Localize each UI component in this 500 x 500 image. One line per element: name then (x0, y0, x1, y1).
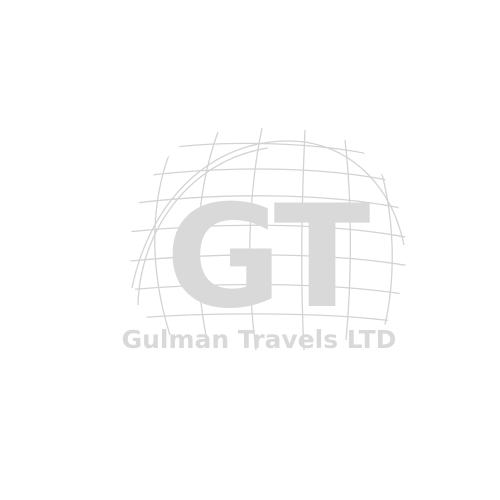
globe-icon (130, 127, 406, 351)
logo-monogram: GT (166, 175, 371, 340)
company-name: Gulman Travels LTD (122, 325, 397, 354)
